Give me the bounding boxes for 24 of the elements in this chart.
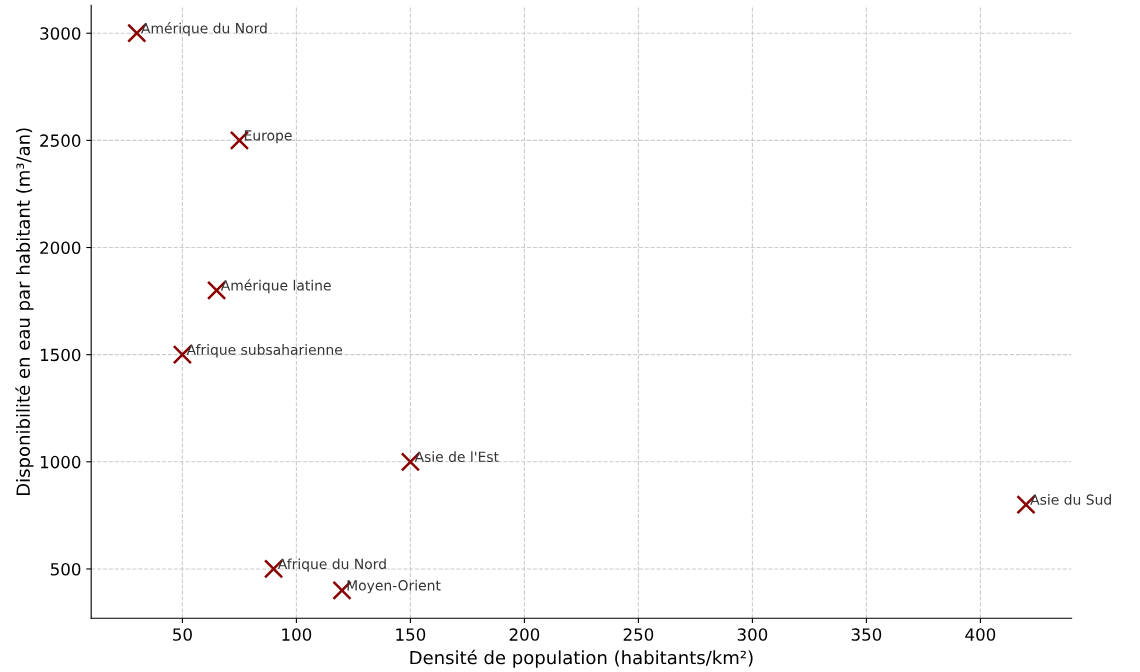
annotation: Asie du Sud: [1030, 494, 1111, 505]
x-tick-label: 300: [737, 628, 768, 641]
annotation: Afrique subsaharienne: [186, 344, 343, 358]
x-tick-label: 400: [965, 628, 996, 641]
x-tick-label: 100: [282, 628, 312, 641]
x-tick-label: 250: [623, 628, 654, 641]
annotation: Amérique du Nord: [141, 22, 267, 37]
annotation: Europe: [244, 130, 292, 144]
y-tick-label: 2500: [40, 134, 81, 147]
y-tick-label: 500: [50, 562, 81, 576]
y-tick-label: 3000: [40, 27, 81, 40]
y-tick-label: 1000: [40, 455, 81, 469]
annotation: Asie de l'Est: [414, 451, 499, 463]
y-tick-label: 1500: [40, 348, 81, 362]
x-tick-label: 350: [851, 628, 882, 641]
annotation: Amérique latine: [220, 279, 331, 294]
y-axis-title: Disponibilité en eau par habitant (m³/an): [15, 128, 34, 496]
annotation: Afrique du Nord: [277, 558, 386, 572]
annotation: Moyen-Orient: [347, 579, 441, 594]
x-tick-label: 150: [396, 628, 426, 641]
x-axis-title: Densité de population (habitants/km²): [410, 649, 753, 668]
x-tick-label: 50: [173, 628, 192, 641]
y-tick-label: 2000: [40, 241, 81, 255]
x-tick-label: 200: [509, 628, 540, 641]
